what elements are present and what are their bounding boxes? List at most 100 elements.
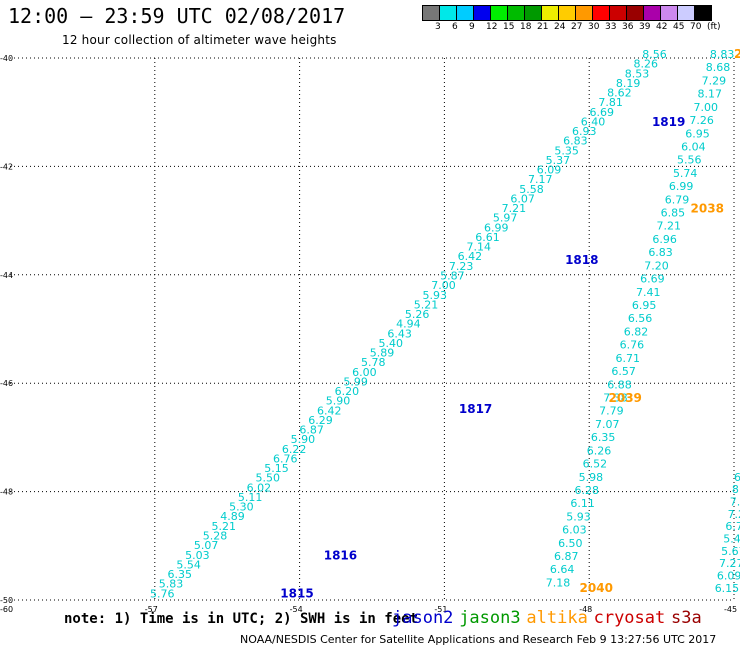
lat-label: -40 xyxy=(0,54,13,63)
track-value-label: 6.71 xyxy=(616,352,641,365)
track-value-label: 5.54 xyxy=(176,558,201,571)
lon-label: -54 xyxy=(290,605,303,614)
track-value-label: 7.00 xyxy=(431,279,456,292)
track-value-label: 5.37 xyxy=(546,154,571,167)
track-value-label: 5.99 xyxy=(343,375,368,388)
lat-label: -42 xyxy=(0,162,13,171)
track-value-label: 5.15 xyxy=(264,462,289,475)
lon-label: -51 xyxy=(434,605,447,614)
color-scale-label: 70 xyxy=(690,22,702,32)
lon-label: -57 xyxy=(145,605,158,614)
track-value-label: 6.79 xyxy=(665,193,690,206)
track-value-label: 6.64 xyxy=(550,563,575,576)
track-value-label: 6.87 xyxy=(554,550,579,563)
track-value-label: 6 xyxy=(734,471,740,484)
footer-note: note: 1) Time is in UTC; 2) SWH is in fe… xyxy=(64,611,419,627)
legend-item-jason3: jason3 xyxy=(459,608,521,628)
track-value-label: 6.50 xyxy=(558,537,583,550)
color-scale-label: 33 xyxy=(605,22,617,32)
map-axis-labels: -40 -42 -44 -46 -48 -50-60 -57 -54 -51 -48 -45 xyxy=(0,54,737,614)
track-value-label: 6.76 xyxy=(273,452,298,465)
track-value-label: 6.11 xyxy=(570,497,595,510)
track-value-label: 5.21 xyxy=(414,298,439,311)
lat-label: -46 xyxy=(0,379,13,388)
track-value-label: 5.93 xyxy=(566,510,591,523)
track-value-label: 8.26 xyxy=(634,58,659,71)
track-value-label: 8.56 xyxy=(642,48,667,61)
color-scale-label: 3 xyxy=(435,22,441,32)
legend-item-altika: altika xyxy=(526,608,588,628)
track-value-label: 6.09 xyxy=(537,164,562,177)
track-value-label: 6.82 xyxy=(624,325,649,338)
track-value-label: 7.21 xyxy=(502,202,527,215)
track-value-label: 6.93 xyxy=(572,125,597,138)
track-value-label: 6.03 xyxy=(562,524,587,537)
pass-label: 1817 xyxy=(459,402,492,416)
page-title: 12:00 – 23:59 UTC 02/08/2017 xyxy=(8,4,346,28)
track-value-label: 6.52 xyxy=(583,458,608,471)
track-value-label: 5.21 xyxy=(212,520,237,533)
track-value-label: 6.07 xyxy=(510,192,534,205)
track-value-label: 5.74 xyxy=(673,167,698,180)
track-value-label: 7.21 xyxy=(657,220,682,233)
color-scale-label: 21 xyxy=(537,22,549,32)
color-scale-label: 9 xyxy=(469,22,475,32)
pass-label: 203 xyxy=(734,47,740,61)
pass-label: 1819 xyxy=(652,115,685,129)
page-subtitle: 12 hour collection of altimeter wave hei… xyxy=(62,33,337,47)
track-value-label: 5.90 xyxy=(326,395,351,408)
track-value-label: 7.29 xyxy=(702,74,727,87)
track-value-label: 7.00 xyxy=(693,101,718,114)
track-value-label: 7.38 xyxy=(603,391,628,404)
track-value-label: 6.95 xyxy=(685,127,710,140)
track-value-label: 7.20 xyxy=(728,508,740,521)
track-value-label: 7.0 xyxy=(730,495,740,508)
track-value-label: 6.00 xyxy=(352,366,377,379)
track-value-label: 6.79 xyxy=(725,520,740,533)
credit-line: NOAA/NESDIS Center for Satellite Applica… xyxy=(240,633,717,646)
track-value-label: 7.14 xyxy=(466,241,491,254)
lon-label: -60 xyxy=(0,605,13,614)
track-value-label: 6.88 xyxy=(607,378,632,391)
track-value-label: 5.28 xyxy=(203,530,228,543)
track-value-label: 6.22 xyxy=(282,443,307,456)
track-value-label: 5.35 xyxy=(554,144,579,157)
color-swatch xyxy=(694,5,712,21)
track-value-label: 5.07 xyxy=(194,539,219,552)
track-value-label: 8.19 xyxy=(616,77,641,90)
track-value-label: 7.81 xyxy=(598,96,623,109)
track-value-label: 5.11 xyxy=(238,491,263,504)
track-value-label: 6.57 xyxy=(611,365,636,378)
track-value-label: 5.90 xyxy=(291,433,316,446)
lon-label: -45 xyxy=(724,605,737,614)
track-value-label: 4.89 xyxy=(220,510,245,523)
track-value-label: 5.67 xyxy=(721,545,740,558)
track-value-label: 6.15 xyxy=(715,582,740,595)
track-value-label: 5.78 xyxy=(361,356,386,369)
color-scale-label: 6 xyxy=(452,22,458,32)
legend-item-s3a: s3a xyxy=(671,608,702,628)
track-value-label: 8.83 xyxy=(710,48,735,61)
track-value-label: 6.83 xyxy=(563,135,588,148)
track-value-label: 7.27 xyxy=(719,557,740,570)
pass-labels: 1815 1816 1817 1818 1819 2038 2039 2040 203 xyxy=(280,47,740,600)
lat-label: -50 xyxy=(0,596,13,605)
track-value-label: 8.68 xyxy=(706,61,731,74)
wave-height-values: 5.765.836.355.545.035.075.285.214.895.30… xyxy=(150,48,740,600)
lat-label: -44 xyxy=(0,271,13,280)
track-value-label: 7.07 xyxy=(595,418,620,431)
track-value-label: 5.03 xyxy=(185,549,210,562)
track-value-label: 6.76 xyxy=(620,339,645,352)
pass-label: 2040 xyxy=(580,581,613,595)
track-value-label: 6.35 xyxy=(168,568,193,581)
track-value-label: 5.40 xyxy=(379,337,404,350)
track-value-label: 5.98 xyxy=(579,471,604,484)
color-scale-label: 39 xyxy=(639,22,651,32)
track-value-label: 6.43 xyxy=(387,327,412,340)
track-value-label: 6.20 xyxy=(335,385,360,398)
track-value-label: 5.58 xyxy=(519,183,544,196)
track-value-label: 6.04 xyxy=(681,140,706,153)
track-value-label: 5.76 xyxy=(150,587,175,600)
track-value-label: 6.26 xyxy=(587,444,612,457)
